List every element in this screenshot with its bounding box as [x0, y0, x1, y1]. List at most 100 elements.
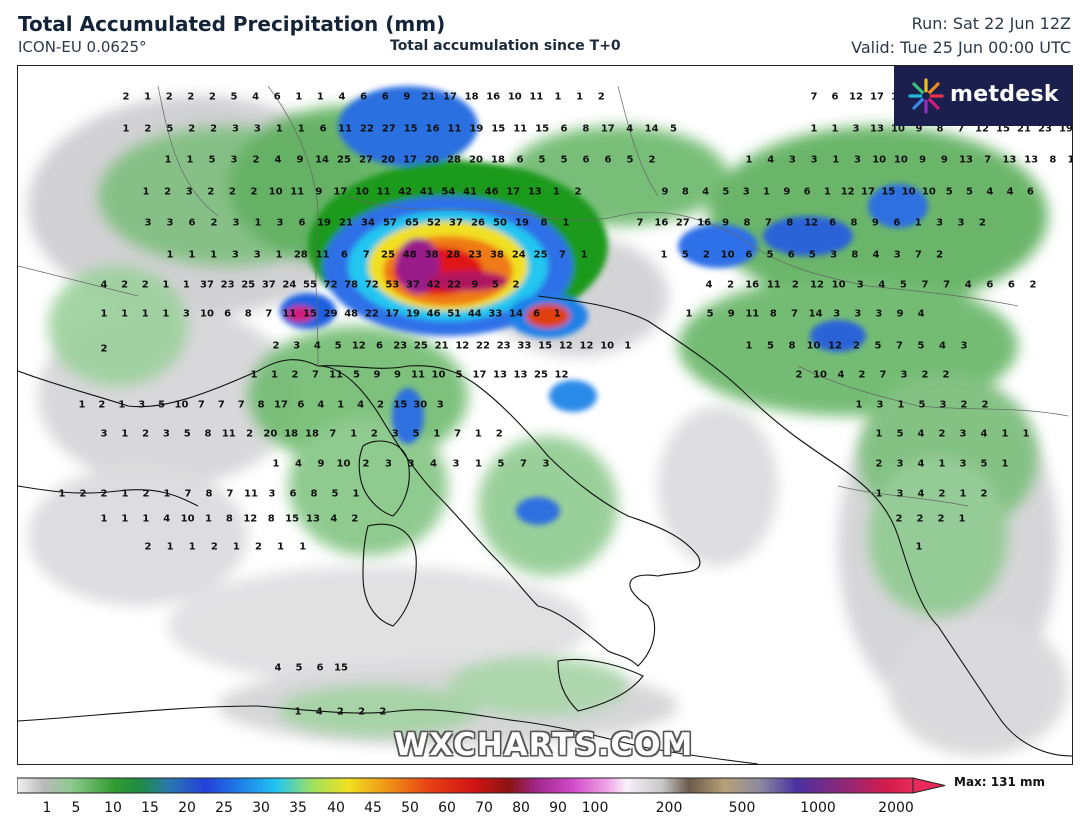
precip-value: 10: [600, 340, 615, 352]
precip-value: 25: [533, 249, 548, 261]
corsica-coast: [358, 440, 410, 517]
precip-value: 1: [299, 541, 307, 553]
precip-value: 8: [582, 123, 590, 135]
precip-value: 5: [917, 340, 925, 352]
precip-value: 3: [875, 308, 883, 320]
precip-value: 7: [237, 399, 245, 411]
precip-value: 1: [763, 186, 770, 198]
precip-value: 16: [654, 217, 669, 229]
valid-label: Valid: Tue 25 Jun 00:00 UTC: [851, 38, 1071, 57]
precip-value: 1: [1001, 428, 1009, 440]
precip-value: 5: [295, 662, 303, 674]
colorbar-tick-label: 20: [178, 800, 196, 816]
precip-value: 16: [425, 123, 440, 135]
colorbar: [17, 777, 946, 794]
precip-value: 48: [344, 308, 359, 320]
precip-value: 42: [426, 279, 441, 291]
precip-value: 1: [121, 428, 129, 440]
precip-value: 6: [560, 123, 568, 135]
precip-value: 28: [446, 249, 461, 261]
precip-value: 7: [454, 428, 462, 440]
precip-value: 11: [315, 249, 330, 261]
precip-value: 6: [297, 399, 305, 411]
precip-value: 7: [184, 488, 192, 500]
precip-value: 4: [917, 458, 925, 470]
precip-value: 7: [943, 279, 951, 291]
sicily-coast: [557, 658, 644, 712]
precip-value: 37: [449, 217, 463, 229]
watermark: WXCHARTS.COM: [394, 727, 694, 763]
precip-value: 2: [142, 428, 150, 440]
precip-value: 7: [984, 154, 992, 166]
precip-value: 17: [506, 186, 521, 198]
precip-value: 1: [163, 488, 171, 500]
precip-value: 2: [98, 399, 106, 411]
precip-value: 7: [265, 308, 273, 320]
precip-value: 4: [917, 428, 925, 440]
precip-value: 6: [829, 217, 837, 229]
precip-value: 3: [230, 154, 238, 166]
precip-value: 8: [788, 340, 796, 352]
precip-value: 9: [373, 369, 381, 381]
precip-value: 1: [164, 154, 172, 166]
precip-value: 1: [166, 541, 174, 553]
precip-value: 4: [100, 279, 108, 291]
north-africa-coast: [18, 705, 759, 764]
map-layers: [18, 85, 1072, 764]
precip-value: 2: [702, 249, 710, 261]
precip-value: 2: [144, 541, 152, 553]
precip-value: 2: [272, 340, 280, 352]
precip-value: 3: [830, 249, 838, 261]
precip-value: 5: [497, 458, 505, 470]
precip-value: 55: [303, 279, 317, 291]
precip-value: 2: [250, 186, 258, 198]
precip-value: 4: [274, 154, 282, 166]
precip-value: 1: [316, 91, 324, 103]
precip-value: 2: [916, 513, 924, 525]
precip-value: 1: [897, 399, 905, 411]
precip-value: 7: [921, 279, 929, 291]
precip-value: 13: [493, 369, 507, 381]
colorbar-tick-label: 1: [42, 800, 52, 816]
precip-value: 8: [267, 513, 275, 525]
metdesk-burst-icon: [908, 78, 944, 114]
precip-value: 1: [1001, 458, 1009, 470]
precip-value: 54: [441, 186, 456, 198]
precip-value: 6: [360, 91, 368, 103]
precip-value: 7: [957, 123, 965, 135]
precip-value: 15: [303, 308, 317, 320]
precip-value: 3: [182, 308, 190, 320]
precip-value: 1: [832, 154, 840, 166]
precip-value: 2: [727, 279, 735, 291]
precip-value: 6: [986, 279, 994, 291]
precip-value: 5: [166, 123, 174, 135]
precipitation-map[interactable]: 2 1 2 2 2 5 4 6 1 1 4 6 6 9 21 17 18 16 10 11 1 1 2 1 2 5 2 2 3 3 1 1 6 1…: [17, 65, 1073, 765]
precip-value: 24: [511, 249, 526, 261]
precip-value: 5: [670, 123, 677, 135]
precip-value: 15: [393, 399, 408, 411]
precip-value: 41: [419, 186, 434, 198]
precip-value: 3: [100, 428, 108, 440]
precip-value: 9: [727, 308, 735, 320]
precip-value: 21: [434, 340, 449, 352]
max-label: Max: 131 mm: [954, 775, 1045, 789]
chart-title: Total Accumulated Precipitation (mm): [18, 12, 446, 36]
precip-value: 7: [764, 217, 772, 229]
precip-value: 5: [560, 154, 568, 166]
precip-value: 1: [142, 186, 150, 198]
precip-value: 1: [474, 428, 482, 440]
precip-value: 2: [207, 186, 215, 198]
precip-value: 15: [491, 123, 506, 135]
precip-value: 57: [383, 217, 397, 229]
precip-value: 1: [162, 308, 170, 320]
precip-value: 17: [443, 91, 457, 103]
precip-value: 3: [542, 458, 550, 470]
precip-value: 11: [338, 123, 352, 135]
spain-coast: [18, 485, 199, 507]
precip-value: 10: [901, 186, 916, 198]
precip-value: 10: [921, 186, 936, 198]
precip-value: 10: [891, 123, 905, 135]
precip-value: 25: [241, 279, 256, 291]
precip-value: 5: [706, 308, 714, 320]
precip-value: 4: [317, 399, 325, 411]
